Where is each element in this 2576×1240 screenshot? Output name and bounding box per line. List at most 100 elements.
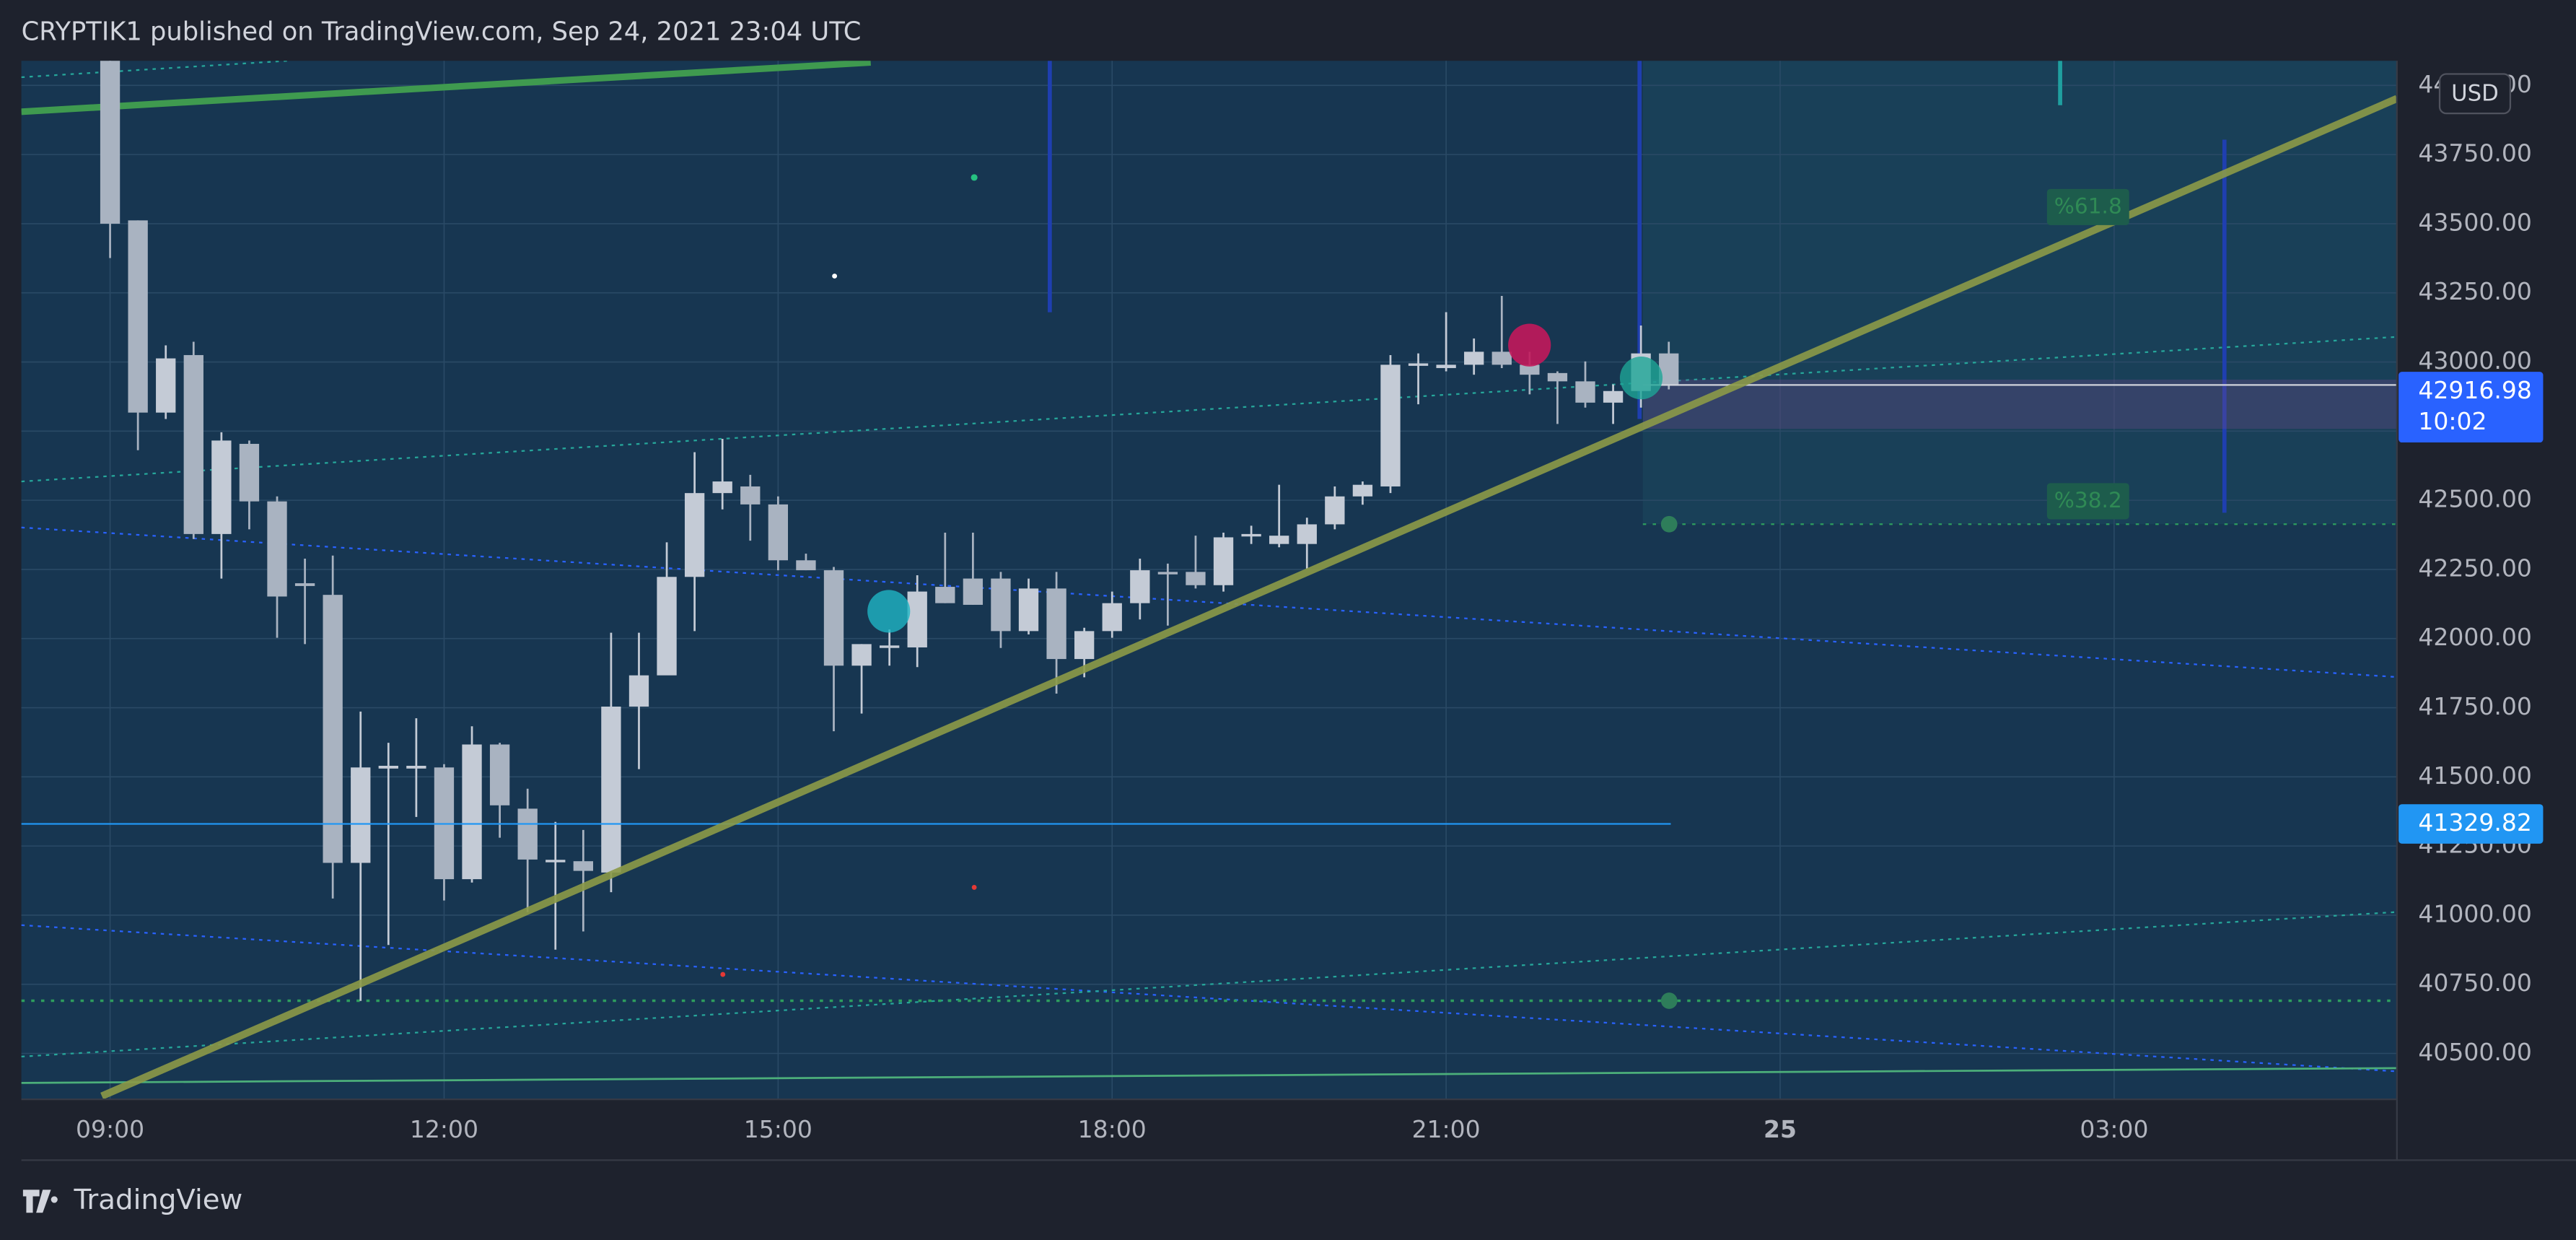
last-price: 42916.98 [2418,376,2531,404]
price-axis [2396,61,2576,1100]
fib-label-box [2046,188,2129,225]
x-tick-label: 15:00 [744,1115,812,1143]
marker [832,274,838,279]
candle-body [1325,496,1345,525]
currency-box[interactable] [2438,73,2512,115]
candle-body [628,675,649,707]
x-tick-label: 21:00 [1412,1115,1481,1143]
y-tick-label: 41000.00 [2418,899,2531,927]
candle-body [991,578,1011,632]
candle-body [1603,390,1624,403]
candle-body [489,744,510,805]
candle-body [712,481,732,494]
candle-body [294,583,315,586]
candle-body [1408,363,1429,366]
candle-body [517,808,538,860]
overlays: %61.8 %38.2 [100,95,2397,1100]
candle-body [1380,364,1401,486]
candle-body [1464,352,1484,365]
candle-body [1436,364,1456,368]
candle-body [128,220,148,413]
x-tick-label: 12:00 [410,1115,478,1143]
candle-body [1213,537,1234,585]
signal-circle [1508,323,1551,367]
marker [1660,515,1678,533]
x-tick-label: 03:00 [2080,1115,2148,1143]
candle-body [211,440,232,534]
candle-body [239,443,260,502]
candle-body [1186,572,1206,585]
x-tick-label: 09:00 [76,1115,144,1143]
price-zone [1642,379,2397,429]
candle-body [1046,588,1066,660]
candle-body [657,577,677,676]
candle-body [851,644,872,666]
candle-body [907,591,927,647]
candle-body [546,860,566,863]
trend-line [21,61,871,115]
trend-line [21,526,2397,678]
candle-body [323,595,343,863]
currency: USD [2451,80,2499,106]
y-tick-label: 40500.00 [2418,1038,2531,1066]
alert-price: 41329.82 [2418,808,2531,837]
candle-body [740,486,761,505]
y-tick-label: 42000.00 [2418,623,2531,651]
candle-body [1520,364,1540,375]
y-tick-label: 42250.00 [2418,554,2531,582]
alert-price-box [2398,804,2544,844]
x-tick-label: 25 [1764,1115,1797,1143]
candle-body [351,767,371,863]
signal-circle [1619,357,1663,400]
candle-body [267,501,287,597]
candle-body [1130,570,1150,603]
candle-body [1575,381,1595,403]
marker [971,885,977,890]
trend-line [21,336,2397,483]
candle-body [156,358,176,413]
candle-body [100,61,121,224]
grid [21,61,2397,1100]
candle-body [1241,533,1261,537]
candle-body [601,706,621,873]
candle-body [1352,484,1373,497]
y-tick-label: 40750.00 [2418,969,2531,997]
header: CRYPTIK1 published on TradingView.com, S… [22,17,862,47]
candle-body [406,765,426,769]
fib-label: %38.2 [2054,488,2122,512]
countdown: 10:02 [2418,407,2487,435]
last-price-box [2398,372,2544,443]
y-tick-label: 41750.00 [2418,692,2531,720]
y-tick-label: 43250.00 [2418,277,2531,305]
candle-body [768,504,789,561]
fib-label-box [2046,483,2129,520]
fib-label: %61.8 [2054,193,2122,218]
marker [971,174,978,181]
y-tick-label: 43000.00 [2418,346,2531,375]
marker [1660,992,1678,1009]
marker [720,972,726,977]
price-labels: 42916.98 10:02 41329.82 [2398,372,2544,844]
candle-body [879,645,900,648]
candle-body [462,744,482,880]
candle-body [1157,572,1178,575]
time-axis [21,1099,2397,1161]
candles [21,61,2397,1001]
y-tick-label: 41500.00 [2418,761,2531,790]
candle-body [796,560,816,571]
x-tick-label: 18:00 [1078,1115,1147,1143]
trend-line [21,924,2397,1073]
candle-body [183,354,203,534]
footer-brand: TradingView [73,1184,242,1216]
y-tick-label: 42500.00 [2418,485,2531,513]
candle-body [1491,352,1512,365]
candle-body [935,587,955,603]
logo [22,1189,58,1213]
signal-circle [867,590,911,633]
trend-line [21,911,2397,1058]
candle-body [1547,372,1568,382]
candle-body [573,861,593,871]
candle-body [378,765,398,769]
trend-line [21,61,288,79]
